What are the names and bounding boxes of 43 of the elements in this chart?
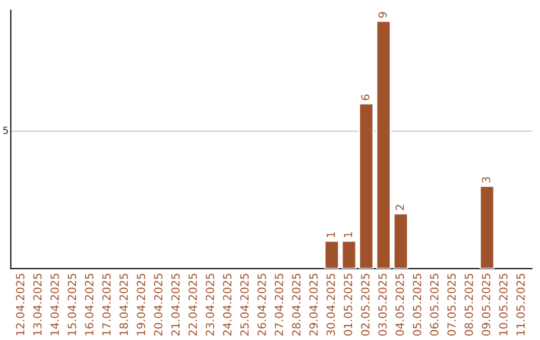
- x-tick-label: 01.05.2025: [344, 274, 352, 336]
- data-label: 1: [326, 232, 335, 238]
- x-tick-label: 16.04.2025: [84, 274, 94, 336]
- bar: [393, 212, 408, 269]
- x-tick-label: 13.04.2025: [33, 274, 42, 336]
- x-tick-label: 25.04.2025: [240, 274, 249, 336]
- x-tick-label: 12.04.2025: [16, 274, 24, 336]
- x-tick-label: 03.05.2025: [378, 274, 387, 336]
- x-tick-label: 07.05.2025: [447, 274, 456, 336]
- ref-line-label: 5: [3, 126, 8, 134]
- bar: [358, 102, 374, 269]
- x-tick-label: 14.04.2025: [50, 274, 59, 336]
- data-label: 3: [482, 177, 490, 183]
- x-tick-label: 02.05.2025: [361, 274, 370, 336]
- x-tick-label: 22.04.2025: [188, 274, 197, 336]
- x-tick-label: 18.04.2025: [120, 274, 128, 336]
- data-label: 6: [361, 94, 370, 100]
- x-tick-label: 20.04.2025: [154, 274, 162, 336]
- data-label: 1: [344, 232, 352, 238]
- bar: [324, 240, 340, 269]
- x-tick-label: 04.05.2025: [396, 274, 404, 336]
- x-tick-label: 27.04.2025: [274, 274, 284, 336]
- bar: [479, 185, 495, 269]
- x-tick-label: 23.04.2025: [206, 274, 214, 336]
- x-tick-label: 17.04.2025: [102, 274, 111, 336]
- x-tick-label: 28.04.2025: [292, 274, 300, 336]
- x-tick-label: 19.04.2025: [136, 274, 146, 336]
- x-tick-label: 05.05.2025: [412, 274, 422, 336]
- x-tick-label: 21.04.2025: [171, 274, 180, 336]
- data-label: 9: [378, 12, 387, 18]
- x-tick-label: 09.05.2025: [482, 274, 490, 336]
- x-tick-label: 26.04.2025: [258, 274, 266, 336]
- x-tick-label: 10.05.2025: [499, 274, 508, 336]
- x-tick-label: 08.05.2025: [464, 274, 474, 336]
- x-tick-label: 15.04.2025: [68, 274, 76, 336]
- x-tick-label: 06.05.2025: [430, 274, 438, 336]
- x-tick-label: 11.05.2025: [516, 274, 525, 336]
- x-tick-label: 29.04.2025: [309, 274, 318, 336]
- x-tick-label: 30.04.2025: [326, 274, 335, 336]
- x-tick-label: 24.04.2025: [223, 274, 232, 336]
- data-label: 2: [396, 204, 404, 210]
- bar: [341, 240, 357, 269]
- bar: [376, 20, 392, 269]
